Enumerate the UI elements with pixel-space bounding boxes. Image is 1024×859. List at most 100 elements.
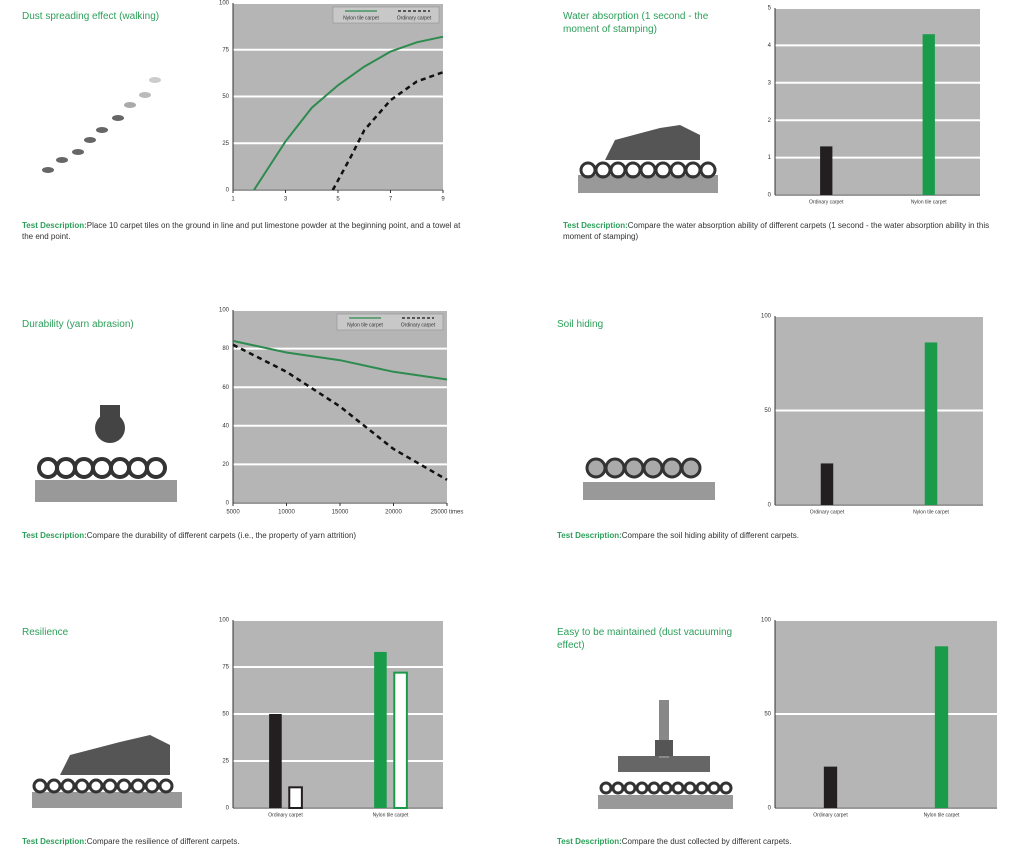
x-tick-label: Nylon tile carpet [911, 199, 947, 205]
y-tick-label: 100 [219, 308, 230, 314]
series-line [253, 35, 444, 191]
series-line [232, 339, 448, 381]
x-tick-label: 10000 [278, 510, 295, 516]
description-label: Test Description: [22, 221, 87, 230]
x-tick-label: Ordinary carpet [810, 509, 845, 515]
y-tick-label: 0 [768, 503, 772, 509]
bar [820, 463, 834, 505]
y-tick-label: 2 [768, 118, 772, 124]
bar [269, 714, 282, 808]
description-text: Compare the durability of different carp… [86, 531, 357, 540]
chart-panel: 0 25 50 75 100 Ordinary carpet Nylon tile carp… [219, 618, 443, 818]
y-tick-label: 100 [219, 1, 230, 7]
chart-panel: 0 50 100 Ordinary carpet Nylon tile carpet [761, 618, 997, 818]
x-tick-label: 9 [441, 197, 445, 203]
description-text: Place 10 carpet tiles on the ground in l… [22, 221, 461, 241]
x-tick-label: 1 [231, 197, 235, 203]
bar [934, 646, 949, 808]
legend-label: Nylon tile carpet [347, 322, 383, 328]
series-line [232, 343, 448, 481]
carpet-shoe [578, 125, 718, 193]
series-line [331, 71, 444, 191]
chart-panel: 0 50 100 Ordinary carpet Nylon tile carpet [761, 314, 983, 515]
description-label: Test Description: [557, 837, 622, 846]
bar [288, 786, 303, 810]
y-tick-label: 0 [768, 806, 772, 812]
legend-label: Ordinary carpet [397, 15, 432, 21]
bar [820, 146, 833, 195]
y-tick-label: 75 [222, 665, 229, 671]
chart-panel: 0 20 40 60 80 100 5000 10000 15000 20000 25000 tim… [219, 308, 463, 516]
y-tick-label: 40 [222, 423, 229, 429]
y-tick-label: 20 [222, 462, 229, 468]
test-description: Test Description:Place 10 carpet tiles o… [22, 220, 462, 242]
description-text: Compare the dust collected by different … [621, 837, 792, 846]
y-tick-label: 100 [219, 618, 230, 624]
chart-panel: 0 1 2 3 4 5 Ordinary carpet Nylon tile carpet [768, 6, 980, 205]
y-tick-label: 50 [222, 712, 229, 718]
description-text: Compare the soil hiding ability of diffe… [621, 531, 800, 540]
panel-title: Dust spreading effect (walking) [22, 11, 160, 22]
carpet-abrasion [35, 405, 177, 502]
description-text: Compare the water absorption ability of … [563, 221, 990, 241]
y-tick-label: 0 [226, 501, 230, 507]
panel-title: Water absorption (1 second - the moment … [563, 11, 709, 35]
y-tick-label: 1 [768, 155, 772, 161]
x-tick-label: 25000 times [431, 510, 464, 516]
panel-title: Resilience [22, 627, 69, 638]
legend-label: Nylon tile carpet [343, 15, 379, 21]
x-tick-label: 20000 [385, 510, 402, 516]
chart-panel: 0 25 50 75 100 1 3 5 7 9 Nylon tile carpet Ordinary… [219, 1, 445, 203]
bar [922, 34, 935, 196]
y-tick-label: 75 [222, 47, 229, 53]
y-tick-label: 0 [768, 193, 772, 199]
description-text: Compare the resilience of different carp… [86, 837, 240, 846]
plot-area [775, 8, 980, 195]
test-description: Test Description:Compare the soil hiding… [557, 530, 997, 541]
x-tick-label: 5 [336, 197, 340, 203]
x-tick-label: 7 [389, 197, 393, 203]
y-tick-label: 100 [761, 618, 772, 624]
x-tick-label: Nylon tile carpet [924, 812, 960, 818]
y-tick-label: 100 [761, 314, 772, 320]
carpet-soil [583, 457, 715, 500]
footprints [42, 77, 161, 173]
y-tick-label: 4 [768, 43, 772, 49]
panel-title: Durability (yarn abrasion) [22, 319, 134, 330]
test-description: Test Description:Compare the water absor… [563, 220, 1003, 242]
y-tick-label: 50 [222, 94, 229, 100]
legend-label: Ordinary carpet [401, 322, 436, 328]
x-tick-label: 5000 [226, 510, 240, 516]
y-tick-label: 25 [222, 759, 229, 765]
y-tick-label: 60 [222, 385, 229, 391]
bar [393, 671, 408, 810]
y-tick-label: 3 [768, 80, 772, 86]
x-tick-label: Nylon tile carpet [373, 812, 409, 818]
description-label: Test Description: [563, 221, 628, 230]
y-tick-label: 0 [226, 806, 230, 812]
test-description: Test Description:Compare the dust collec… [557, 836, 997, 847]
y-tick-label: 0 [226, 188, 230, 194]
x-tick-label: Nylon tile carpet [913, 509, 949, 515]
bar [823, 766, 838, 808]
panel-title: Soil hiding [557, 319, 604, 330]
plot-area [233, 310, 447, 503]
description-label: Test Description: [557, 531, 622, 540]
illustrations [32, 77, 733, 809]
y-tick-label: 25 [222, 141, 229, 147]
test-description: Test Description:Compare the durability … [22, 530, 462, 541]
description-label: Test Description: [22, 531, 87, 540]
x-tick-label: Ordinary carpet [809, 199, 844, 205]
bar [924, 342, 938, 505]
panel-title: Easy to be maintained (dust vacuuming ef… [557, 627, 733, 651]
x-tick-label: Ordinary carpet [268, 812, 303, 818]
carpet-vacuum [598, 700, 733, 809]
y-tick-label: 50 [764, 712, 771, 718]
y-tick-label: 80 [222, 346, 229, 352]
x-tick-label: 15000 [332, 510, 349, 516]
x-tick-label: 3 [284, 197, 288, 203]
x-tick-label: Ordinary carpet [813, 812, 848, 818]
y-tick-label: 50 [764, 408, 771, 414]
